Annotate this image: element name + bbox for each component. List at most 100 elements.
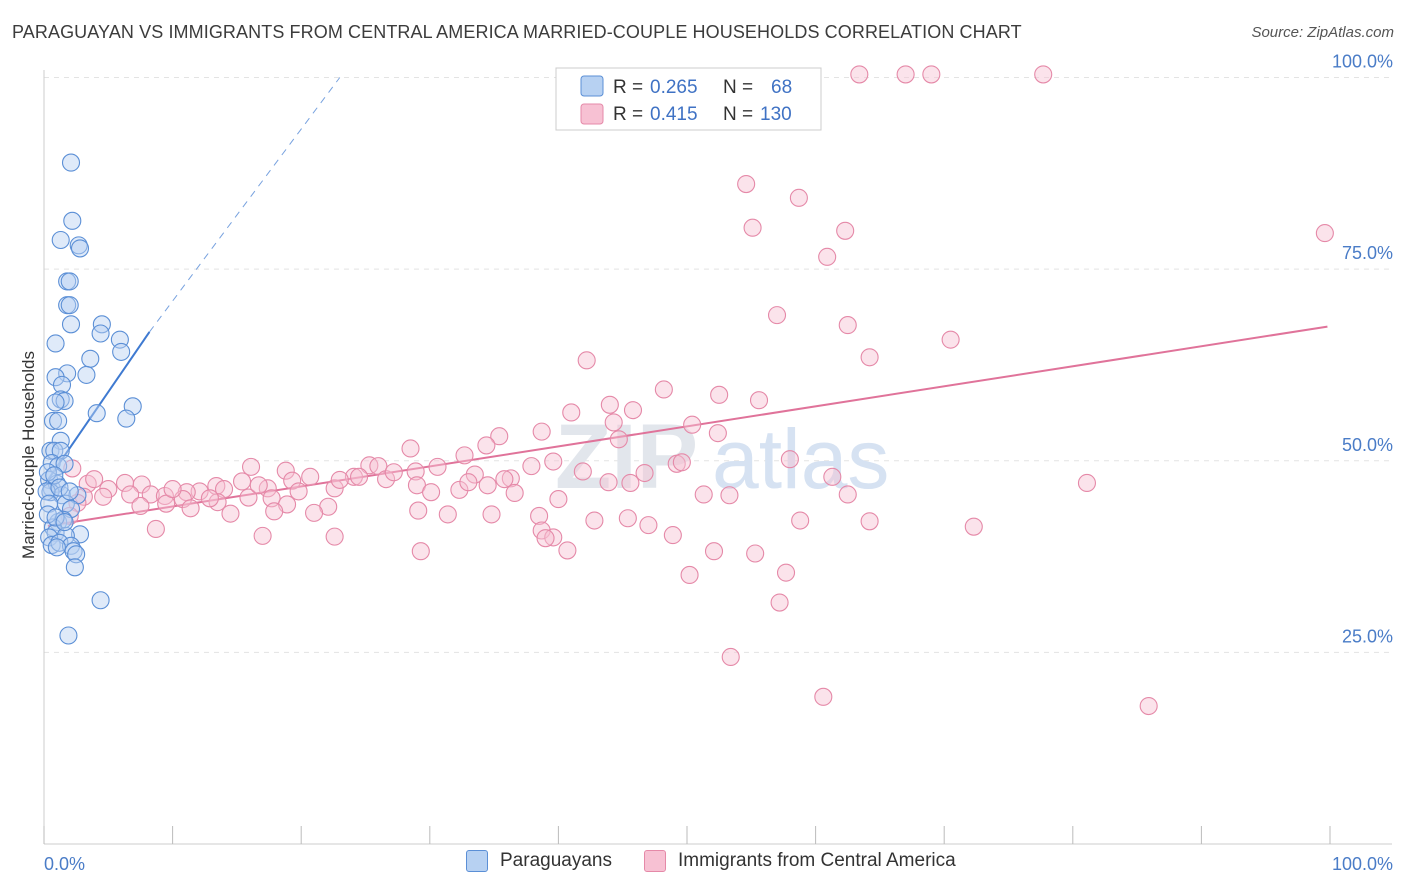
central-point-7	[836, 221, 855, 240]
central-point-37	[522, 457, 541, 476]
legend-label-central-america: Immigrants from Central America	[678, 850, 956, 871]
x-tick-label-100: 100.0%	[1332, 854, 1393, 874]
central-point-16	[710, 385, 729, 404]
paraguayan-point-8	[60, 296, 79, 315]
central-point-106	[721, 647, 740, 667]
central-point-83	[221, 504, 240, 523]
central-point-41	[823, 467, 842, 486]
central-point-38	[276, 461, 295, 480]
central-point-42	[344, 467, 363, 486]
paraguayan-point-17	[46, 368, 65, 387]
central-point-54	[478, 476, 497, 495]
x-tick-label-0: 0.0%	[44, 854, 85, 874]
paraguayan-point-62	[50, 478, 69, 497]
central-point-118	[838, 485, 857, 504]
paraguayan-point-67	[47, 538, 66, 557]
paraguayan-point-1	[63, 211, 82, 230]
paraguayan-point-10	[92, 315, 111, 334]
legend-swatch-central-bottom	[644, 850, 666, 872]
central-point-103	[776, 563, 796, 582]
y-axis-label: Married-couple Households	[19, 351, 38, 559]
central-point-89	[585, 511, 604, 530]
central-point-82	[305, 503, 324, 522]
source-label: Source: ZipAtlas.com	[1251, 24, 1394, 41]
central-point-0	[850, 65, 869, 84]
central-point-12	[941, 330, 960, 349]
central-point-52	[621, 473, 640, 493]
paraguayan-point-65	[46, 508, 65, 527]
paraguayan-points	[37, 153, 142, 645]
y-tick-label-25: 25.0%	[1342, 626, 1393, 646]
central-point-119	[249, 476, 268, 495]
central-point-105	[770, 593, 789, 612]
central-point-47	[232, 472, 252, 491]
central-point-99	[536, 529, 555, 548]
central-point-19	[623, 401, 643, 420]
central-point-91	[791, 511, 810, 530]
central-point-81	[409, 501, 428, 520]
central-point-61	[190, 482, 209, 501]
central-point-24	[708, 424, 727, 443]
central-point-66	[121, 485, 140, 504]
central-point-29	[455, 446, 474, 465]
central-point-26	[490, 427, 509, 446]
legend-n-value-1: 68	[771, 77, 792, 98]
central-point-39	[406, 462, 425, 481]
central-point-86	[482, 505, 501, 524]
watermark-atlas: atlas	[712, 412, 889, 506]
legend-swatch-paraguayans-bottom	[466, 850, 488, 872]
paraguayan-point-26	[43, 411, 63, 430]
paraguayan-point-6	[60, 272, 79, 291]
central-point-15	[654, 380, 673, 399]
paraguayan-point-2	[51, 230, 70, 250]
central-point-110	[146, 519, 165, 539]
legend-item-central-america[interactable]: Immigrants from Central America	[644, 850, 956, 872]
central-point-92	[860, 512, 879, 531]
central-point-28	[401, 439, 420, 458]
central-point-114	[505, 483, 524, 502]
paraguayan-point-12	[46, 334, 65, 353]
central-point-93	[964, 517, 983, 536]
central-point-46	[283, 471, 302, 490]
paraguayan-point-16	[58, 364, 77, 383]
central-point-3	[1034, 65, 1053, 84]
central-point-25	[609, 430, 628, 449]
central-point-22	[532, 422, 551, 441]
central-point-9	[818, 247, 837, 266]
central-point-32	[544, 452, 563, 471]
legend-n-value-2: 130	[760, 104, 792, 125]
central-point-21	[604, 413, 623, 432]
central-point-98	[253, 526, 272, 545]
central-point-4	[737, 174, 756, 194]
central-point-51	[599, 473, 618, 492]
series-legend: Paraguayans Immigrants from Central Amer…	[0, 850, 1406, 880]
paraguayan-point-58	[91, 591, 110, 610]
legend-item-paraguayans[interactable]: Paraguayans	[466, 850, 612, 872]
central-point-64	[422, 483, 441, 502]
central-point-45	[501, 469, 520, 488]
central-point-101	[704, 542, 724, 561]
tick-labels: 25.0% 50.0% 75.0% 100.0% 0.0% 100.0%	[44, 52, 1393, 875]
central-point-102	[746, 544, 765, 563]
legend-r-value-2: 0.415	[650, 104, 698, 125]
central-point-50	[132, 475, 151, 494]
watermark: ZIP atlas	[555, 406, 889, 508]
chart-title: PARAGUAYAN VS IMMIGRANTS FROM CENTRAL AM…	[12, 22, 1022, 42]
central-point-8	[1315, 224, 1334, 243]
paraguayan-point-66	[55, 513, 74, 532]
paraguayan-point-9	[61, 315, 81, 334]
paraguayan-trend-extension	[149, 77, 341, 333]
central-point-128	[635, 463, 654, 483]
central-point-127	[459, 473, 478, 492]
central-point-11	[838, 316, 857, 335]
central-point-95	[663, 526, 682, 545]
central-point-116	[694, 485, 713, 504]
paraguayan-point-11	[91, 324, 110, 343]
correlation-legend: R = 0.265 N = 68 R = 0.415 N = 130	[555, 67, 822, 131]
central-point-84	[438, 505, 457, 524]
central-point-69	[94, 487, 113, 506]
central-point-121	[384, 463, 403, 482]
central-point-1	[896, 65, 915, 84]
central-point-79	[181, 499, 200, 518]
